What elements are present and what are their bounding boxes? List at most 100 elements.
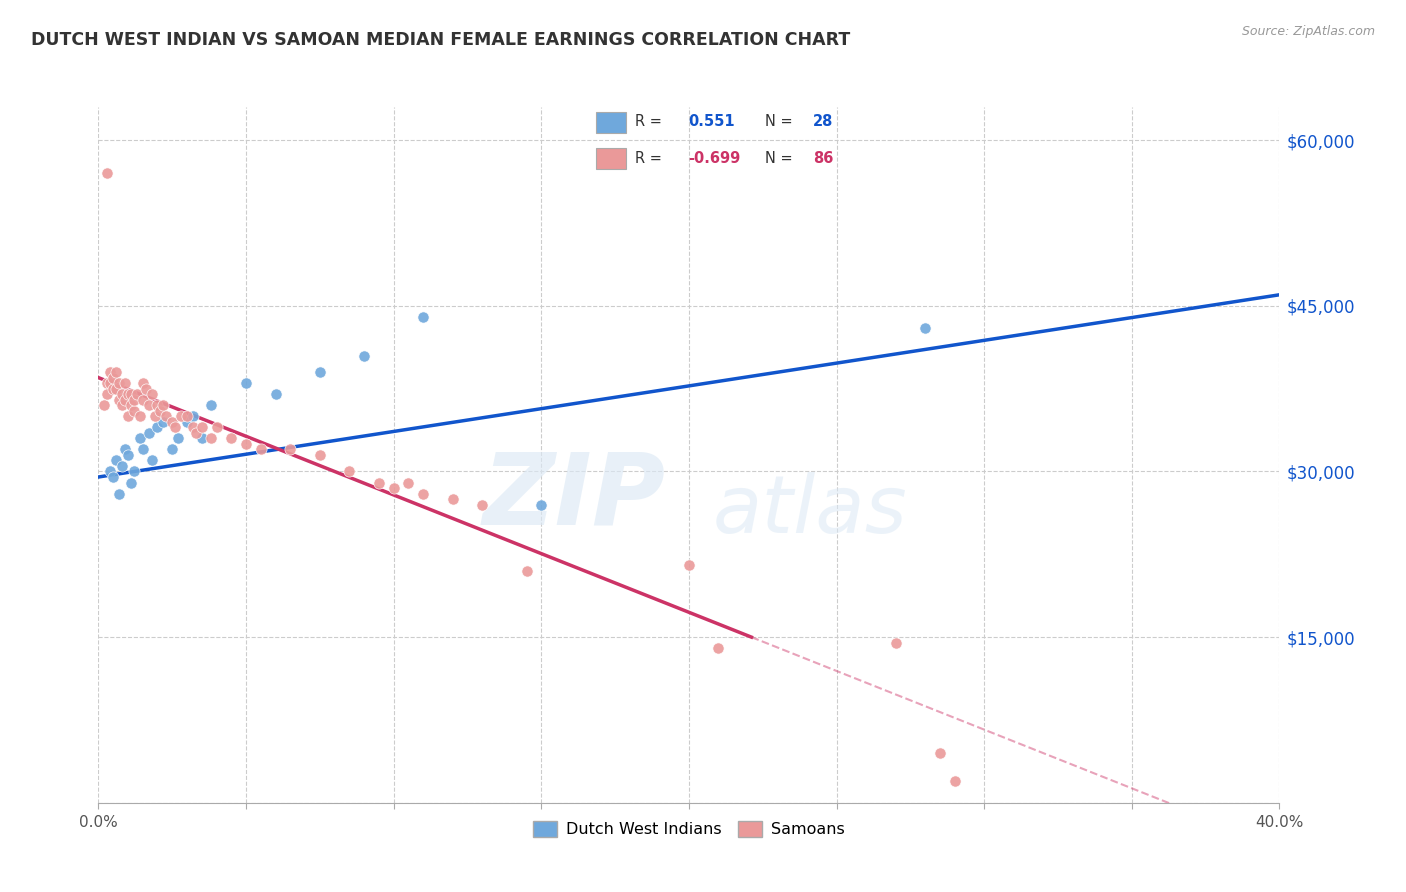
Point	[368, 475, 391, 490]
Text: 0.551: 0.551	[688, 114, 734, 129]
Point	[96, 387, 118, 401]
FancyBboxPatch shape	[596, 148, 626, 169]
Point	[412, 310, 434, 324]
Point	[191, 420, 214, 434]
Point	[280, 442, 302, 457]
Point	[250, 442, 273, 457]
Point	[929, 746, 952, 760]
Point	[135, 382, 157, 396]
Point	[181, 409, 204, 424]
Point	[114, 392, 136, 407]
Text: 86: 86	[813, 151, 834, 166]
Point	[471, 498, 494, 512]
Point	[200, 431, 222, 445]
Point	[141, 453, 163, 467]
Point	[93, 398, 115, 412]
Point	[165, 420, 187, 434]
Text: R =: R =	[636, 151, 666, 166]
Point	[120, 398, 142, 412]
Point	[264, 387, 287, 401]
Point	[141, 387, 163, 401]
Point	[205, 420, 228, 434]
Point	[103, 370, 125, 384]
Point	[914, 321, 936, 335]
Point	[146, 398, 169, 412]
Point	[98, 365, 121, 379]
Point	[108, 392, 131, 407]
Point	[120, 475, 142, 490]
Point	[530, 498, 553, 512]
Point	[111, 458, 134, 473]
Text: atlas: atlas	[713, 472, 907, 549]
Point	[117, 448, 139, 462]
Point	[309, 448, 332, 462]
Point	[412, 486, 434, 500]
Point	[138, 398, 160, 412]
Point	[162, 415, 183, 429]
Point	[176, 415, 198, 429]
Point	[398, 475, 420, 490]
Point	[111, 387, 134, 401]
Point	[155, 409, 177, 424]
Point	[108, 486, 131, 500]
Point	[98, 376, 121, 391]
Point	[111, 398, 134, 412]
Point	[117, 409, 139, 424]
Point	[170, 409, 193, 424]
Point	[200, 398, 222, 412]
Point	[122, 392, 145, 407]
Point	[103, 470, 125, 484]
Point	[132, 376, 155, 391]
Point	[149, 403, 172, 417]
Text: N =: N =	[765, 114, 797, 129]
Text: DUTCH WEST INDIAN VS SAMOAN MEDIAN FEMALE EARNINGS CORRELATION CHART: DUTCH WEST INDIAN VS SAMOAN MEDIAN FEMAL…	[31, 31, 851, 49]
Text: Source: ZipAtlas.com: Source: ZipAtlas.com	[1241, 25, 1375, 38]
Point	[235, 376, 257, 391]
Point	[105, 453, 128, 467]
Point	[120, 387, 142, 401]
Text: 28: 28	[813, 114, 834, 129]
Point	[943, 773, 966, 788]
Point	[146, 420, 169, 434]
Point	[152, 398, 174, 412]
Point	[176, 409, 198, 424]
Point	[96, 166, 118, 180]
Point	[884, 635, 907, 649]
Text: -0.699: -0.699	[688, 151, 740, 166]
Point	[339, 465, 361, 479]
Point	[98, 465, 121, 479]
Text: R =: R =	[636, 114, 666, 129]
Point	[516, 564, 538, 578]
Text: ZIP: ZIP	[482, 448, 665, 545]
Point	[108, 376, 131, 391]
Point	[309, 365, 332, 379]
Point	[114, 442, 136, 457]
Point	[103, 382, 125, 396]
Point	[235, 437, 257, 451]
Point	[162, 442, 183, 457]
Text: N =: N =	[765, 151, 797, 166]
Point	[96, 376, 118, 391]
FancyBboxPatch shape	[596, 112, 626, 133]
Point	[353, 349, 375, 363]
Point	[143, 409, 166, 424]
Point	[125, 387, 148, 401]
Point	[132, 392, 155, 407]
Point	[382, 481, 405, 495]
Point	[132, 442, 155, 457]
Point	[152, 415, 174, 429]
Point	[128, 431, 150, 445]
Point	[441, 492, 464, 507]
Point	[105, 382, 128, 396]
Point	[122, 403, 145, 417]
Point	[138, 425, 160, 440]
Point	[184, 425, 207, 440]
Point	[181, 420, 204, 434]
Point	[114, 376, 136, 391]
Point	[707, 641, 730, 656]
Point	[122, 465, 145, 479]
Point	[117, 387, 139, 401]
Point	[167, 431, 190, 445]
Legend: Dutch West Indians, Samoans: Dutch West Indians, Samoans	[526, 814, 852, 844]
Point	[221, 431, 243, 445]
